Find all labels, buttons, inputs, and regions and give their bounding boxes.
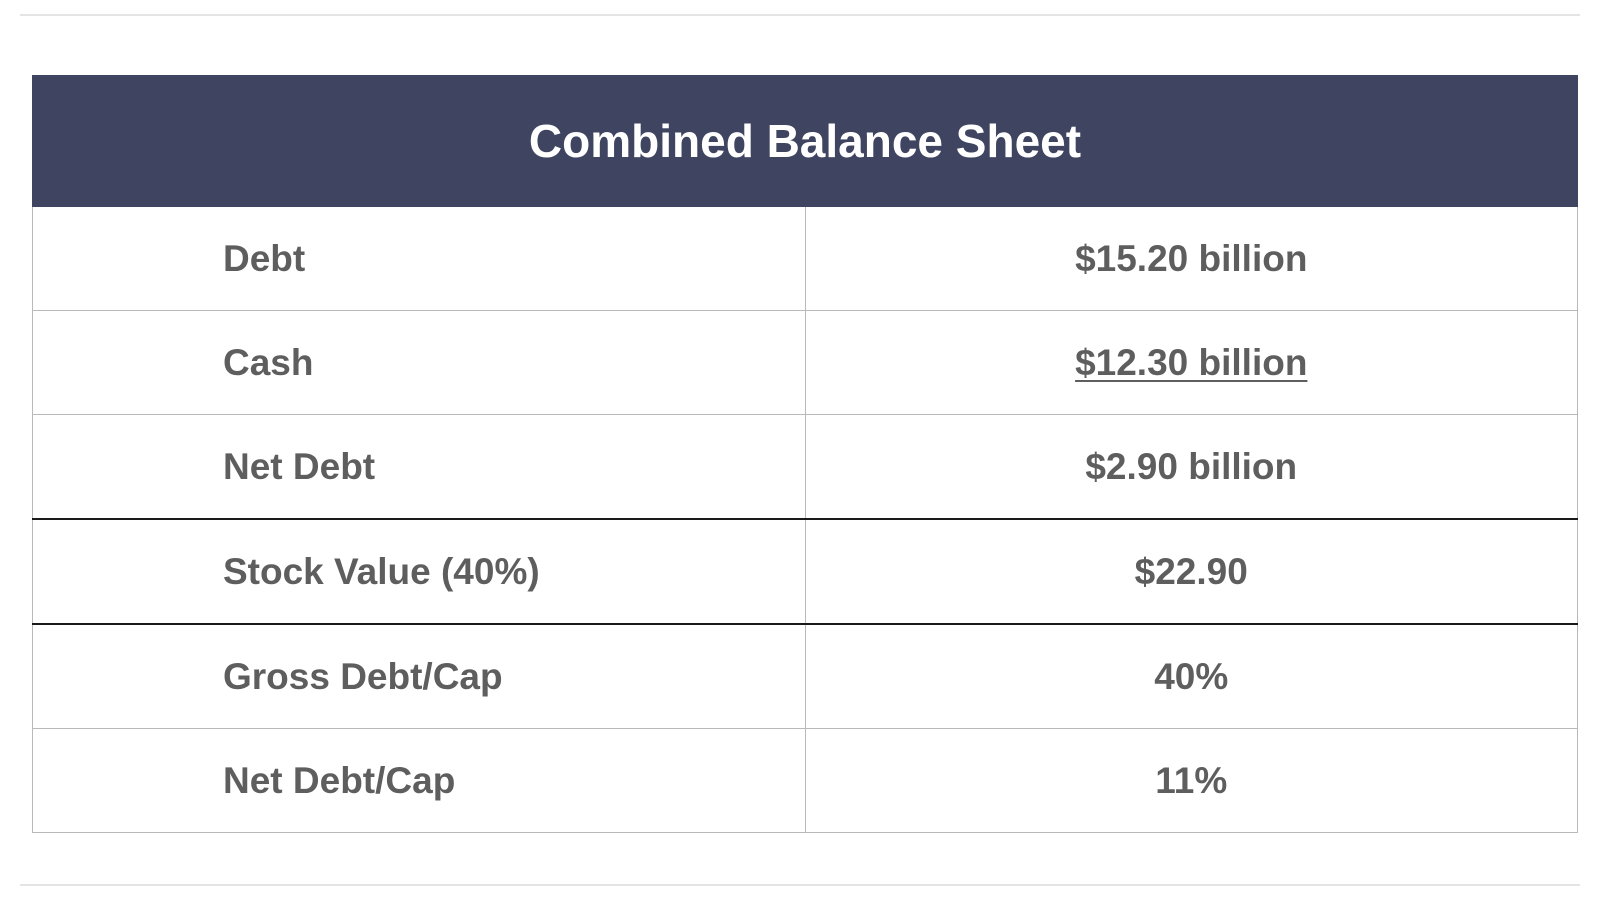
balance-sheet-table: Combined Balance Sheet Debt $15.20 billi… [32, 75, 1578, 833]
bottom-divider [20, 884, 1580, 886]
row-value-cell: $12.30 billion [804, 310, 1578, 415]
row-value: $22.90 [804, 518, 1578, 625]
table-row-net-debt: Net Debt $2.90 billion [32, 414, 1578, 520]
table-title: Combined Balance Sheet [32, 75, 1578, 207]
row-value: $15.20 billion [804, 206, 1578, 311]
row-label: Debt [32, 206, 806, 311]
table-header-row: Combined Balance Sheet [32, 75, 1578, 207]
row-value: $2.90 billion [804, 414, 1578, 520]
row-value: $12.30 billion [1075, 341, 1308, 383]
row-label: Cash [32, 310, 806, 415]
row-label: Stock Value (40%) [32, 518, 806, 625]
row-label: Gross Debt/Cap [32, 623, 806, 729]
table-row-cash: Cash $12.30 billion [32, 310, 1578, 415]
table-row-debt: Debt $15.20 billion [32, 206, 1578, 311]
row-value: 40% [804, 623, 1578, 729]
table-row-stock-value: Stock Value (40%) $22.90 [32, 518, 1578, 625]
row-value: 11% [804, 728, 1578, 833]
table-row-net-debt-cap: Net Debt/Cap 11% [32, 728, 1578, 833]
row-label: Net Debt/Cap [32, 728, 806, 833]
table-row-gross-debt-cap: Gross Debt/Cap 40% [32, 623, 1578, 729]
row-label: Net Debt [32, 414, 806, 520]
top-divider [20, 14, 1580, 16]
